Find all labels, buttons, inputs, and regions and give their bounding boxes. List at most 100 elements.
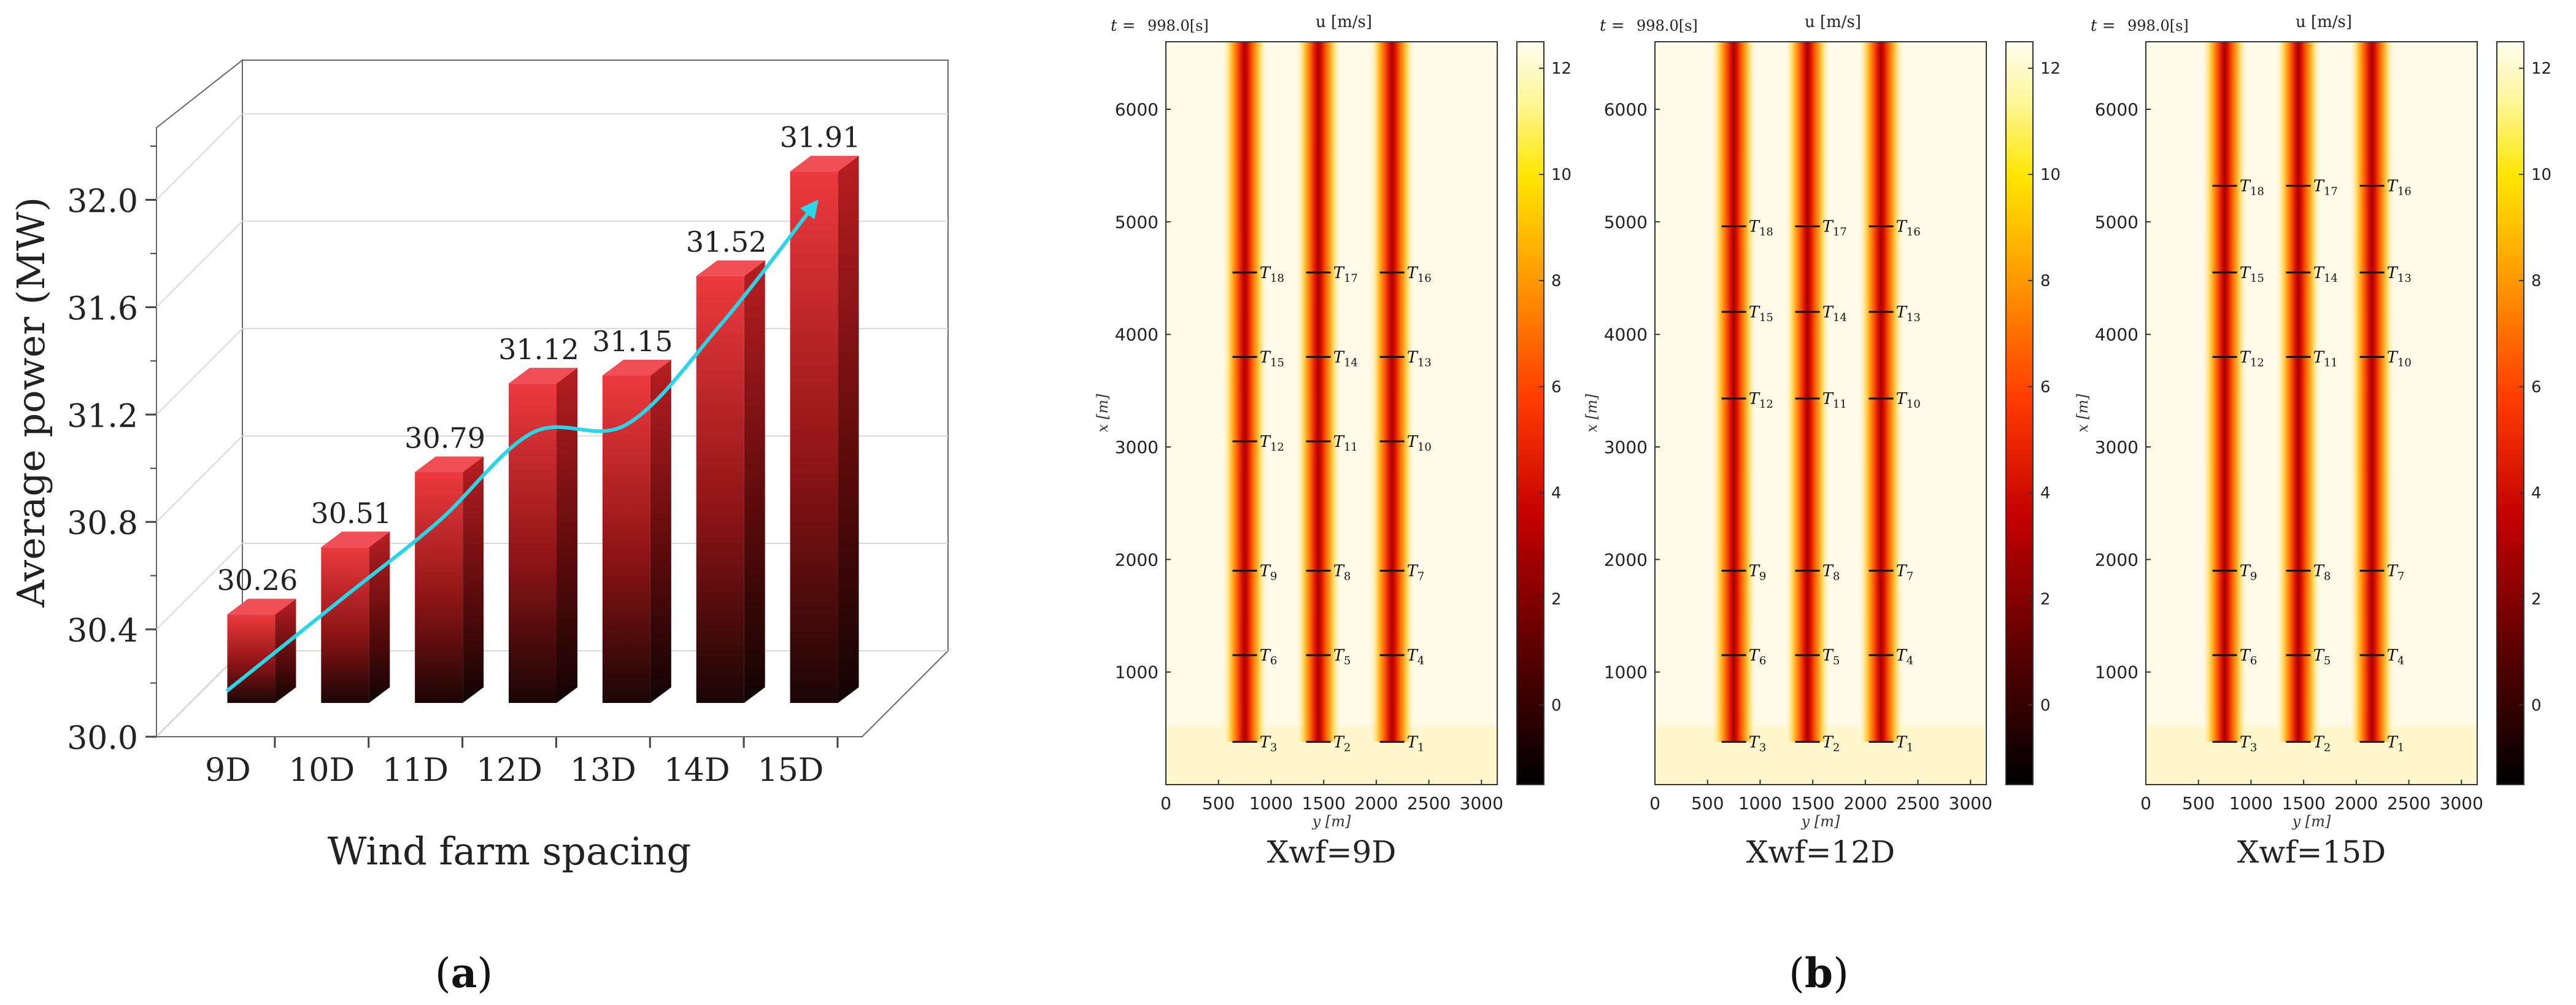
y-axis-label: x [m] bbox=[1094, 394, 1111, 432]
grid-side bbox=[156, 435, 243, 522]
turbine-number: 5 bbox=[1344, 654, 1351, 667]
trend-line bbox=[225, 199, 819, 693]
turbine-number: 16 bbox=[1907, 226, 1921, 239]
x-tick-label: 500 bbox=[2182, 793, 2215, 813]
turbine-number: 2 bbox=[2324, 741, 2331, 754]
turbine-number: 7 bbox=[2397, 570, 2404, 583]
x-tick-label: 1000 bbox=[1738, 793, 1782, 813]
wake-column-1 bbox=[1711, 42, 1757, 742]
wake-column-2 bbox=[1784, 42, 1830, 742]
x-tick-label: 2500 bbox=[2387, 793, 2431, 813]
turbine-number: 7 bbox=[1907, 570, 1913, 583]
turbine-number: 4 bbox=[1907, 654, 1913, 667]
chart-a-trend bbox=[225, 199, 819, 693]
x-axis-label: y [m] bbox=[1801, 813, 1840, 830]
y-tick-label: 30.8 bbox=[67, 505, 138, 542]
x-category-13D: 13D bbox=[570, 752, 636, 789]
time-value: 998.0[s] bbox=[2127, 17, 2189, 34]
turbine-number: 4 bbox=[2397, 654, 2404, 667]
grid-side bbox=[156, 543, 243, 630]
y-tick-label: 6000 bbox=[1604, 99, 1648, 120]
bar-value-label: 30.26 bbox=[217, 564, 298, 597]
turbine-number: 3 bbox=[1759, 741, 1766, 754]
bar-12D bbox=[509, 383, 557, 703]
y-tick-label: 31.6 bbox=[67, 290, 138, 327]
y-tick-label: 5000 bbox=[1604, 212, 1648, 232]
turbine-number: 14 bbox=[2324, 272, 2338, 285]
turbine-label: T12 bbox=[2240, 348, 2264, 369]
y-tick-label: 1000 bbox=[1604, 662, 1648, 683]
turbine-number: 18 bbox=[1759, 226, 1773, 239]
turbine-number: 6 bbox=[1270, 654, 1277, 667]
colorbar-tick-label: 4 bbox=[1551, 484, 1562, 503]
panel-label-b: (b) bbox=[1789, 949, 1849, 997]
colorbar bbox=[1516, 41, 1544, 785]
heatmap-subplot-3: 0 500 1000 1500 2000 2500 3000 1000 2000 3000 4000… bbox=[2074, 13, 2551, 870]
x-tick-label: 1000 bbox=[2229, 793, 2273, 813]
x-tick-label: 500 bbox=[1691, 793, 1724, 813]
plot-frame bbox=[1654, 41, 1987, 785]
grid-side bbox=[156, 328, 243, 415]
turbine-number: 4 bbox=[1417, 654, 1424, 667]
turbine-number: 6 bbox=[1759, 654, 1766, 667]
x-tick-label: 3000 bbox=[1949, 793, 1992, 813]
wake-column-3 bbox=[1858, 42, 1904, 742]
turbine-number: 2 bbox=[1344, 741, 1351, 754]
colorbar-tick-label: 2 bbox=[1551, 591, 1562, 609]
turbine-number: 9 bbox=[1759, 570, 1766, 583]
turbine-number: 3 bbox=[1270, 741, 1277, 754]
x-category-9D: 9D bbox=[205, 752, 251, 789]
turbine-number: 3 bbox=[2250, 741, 2257, 754]
y-tick-label: 2000 bbox=[1115, 549, 1159, 570]
x-tick-label: 1500 bbox=[2282, 793, 2326, 813]
turbine-number: 8 bbox=[1344, 570, 1351, 583]
turbine-number: 5 bbox=[2324, 654, 2331, 667]
colorbar-tick-label: 0 bbox=[2040, 696, 2051, 715]
y-tick-label: 6000 bbox=[2095, 99, 2138, 120]
x-tick-label: 1500 bbox=[1302, 793, 1346, 813]
plot-frame bbox=[2145, 41, 2478, 785]
wake-column-3 bbox=[2349, 42, 2395, 742]
turbine-number: 18 bbox=[2250, 185, 2264, 198]
field-label: u [m/s] bbox=[2296, 13, 2352, 31]
turbine-number: 12 bbox=[1759, 398, 1773, 411]
turbine-number: 11 bbox=[1344, 441, 1358, 454]
turbine-number: 15 bbox=[1270, 356, 1284, 369]
bar-side-15D bbox=[838, 155, 859, 703]
turbine-number: 1 bbox=[1907, 741, 1913, 754]
y-tick-label: 2000 bbox=[2095, 549, 2138, 570]
time-value: 998.0[s] bbox=[1637, 17, 1698, 34]
x-category-14D: 14D bbox=[664, 752, 730, 789]
y-tick-label: 1000 bbox=[1115, 662, 1159, 683]
colorbar bbox=[2496, 41, 2524, 785]
turbine-number: 6 bbox=[2250, 654, 2257, 667]
turbine-number: 13 bbox=[1417, 356, 1432, 369]
chart-b-heatmaps: 0 500 1000 1500 2000 2500 30001000200030004000… bbox=[1094, 13, 2551, 870]
x-tick-label: 0 bbox=[1649, 793, 1660, 813]
turbine-number: 15 bbox=[1759, 311, 1773, 324]
colorbar-tick-label: 6 bbox=[2531, 378, 2542, 397]
bar-value-label: 31.52 bbox=[686, 225, 767, 258]
grid-side bbox=[156, 220, 243, 308]
wake-column-1 bbox=[1222, 42, 1268, 742]
y-tick-label: 3000 bbox=[1115, 437, 1159, 457]
turbine-number: 13 bbox=[2397, 272, 2412, 285]
colorbar-tick-label: 8 bbox=[2040, 272, 2051, 290]
bar-side-11D bbox=[463, 456, 484, 703]
bar-value-label: 30.51 bbox=[310, 497, 391, 530]
turbine-number: 9 bbox=[2250, 570, 2257, 583]
colorbar-tick-label: 4 bbox=[2531, 484, 2542, 503]
colorbar-tick-label: 10 bbox=[2531, 166, 2551, 184]
bar-top-10D bbox=[321, 531, 390, 548]
y-tick-label: 31.2 bbox=[67, 398, 138, 435]
x-category-11D: 11D bbox=[382, 752, 449, 789]
y-tick-label: 4000 bbox=[2095, 325, 2138, 345]
y-tick-label: 3000 bbox=[2095, 437, 2138, 457]
y-tick-label: 1000 bbox=[2095, 662, 2138, 683]
colorbar-tick-label: 0 bbox=[2531, 696, 2542, 715]
turbine-number: 17 bbox=[1833, 226, 1847, 239]
bar-top-15D bbox=[790, 155, 859, 172]
x-tick-label: 2500 bbox=[1407, 793, 1451, 813]
x-tick-label: 2000 bbox=[2334, 793, 2378, 813]
time-label: t = bbox=[1600, 17, 1625, 35]
